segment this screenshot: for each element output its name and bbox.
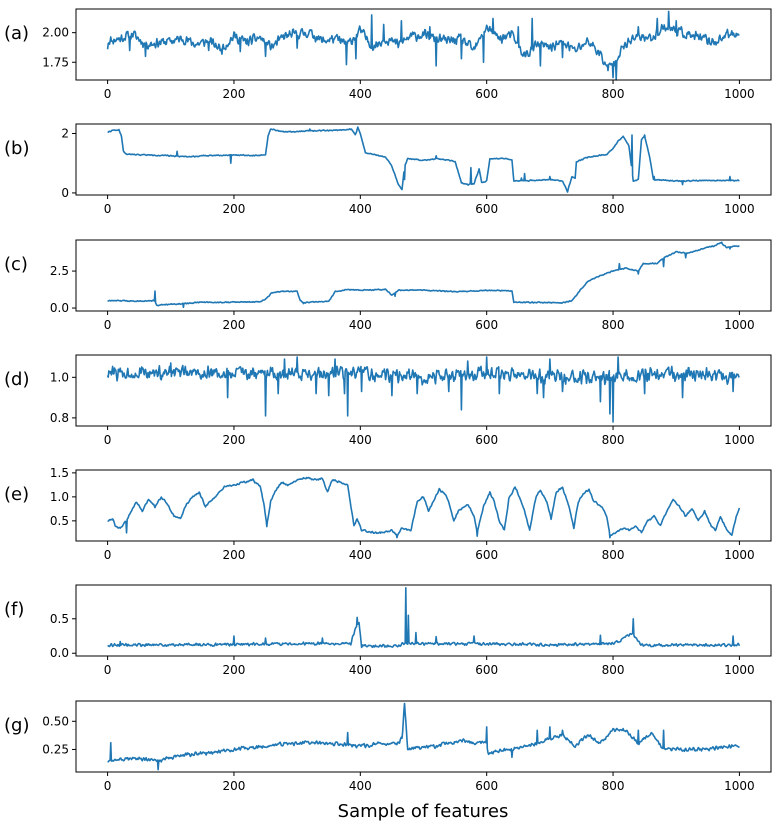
panel-f: 0 200 400 600 800 1000 0.0 0.5 (f) — [4, 584, 772, 677]
x-tick-label: 0 — [104, 87, 112, 101]
x-tick-label: 0 — [104, 318, 112, 332]
y-tick-label: 0.8 — [50, 411, 69, 425]
x-tick-label: 800 — [602, 202, 625, 216]
x-tick-label: 1000 — [724, 779, 755, 793]
x-tick-label: 200 — [223, 663, 246, 677]
x-tick-label: 200 — [223, 779, 246, 793]
y-tick-label: 0.50 — [42, 714, 69, 728]
y-tick-label: 1.5 — [50, 466, 69, 480]
panel-d: 0 200 400 600 800 1000 0.8 1.0 (d) — [4, 354, 772, 447]
y-tick-label: 0.0 — [50, 646, 69, 660]
x-tick-label: 0 — [104, 779, 112, 793]
x-tick-label: 600 — [475, 87, 498, 101]
axes-frame — [75, 354, 772, 427]
panel-label: (e) — [4, 484, 29, 505]
x-tick-label: 1000 — [724, 548, 755, 562]
x-tick-label: 1000 — [724, 202, 755, 216]
y-tick-label: 1.0 — [50, 490, 69, 504]
x-tick-label: 0 — [104, 548, 112, 562]
axes-frame — [75, 8, 772, 81]
y-tick-label: 2.5 — [50, 264, 69, 278]
y-tick-label: 2.00 — [42, 26, 69, 40]
x-tick-label: 1000 — [724, 663, 755, 677]
panel-label: (f) — [4, 599, 24, 620]
panel-e: 0 200 400 600 800 1000 0.5 1.0 1.5 (e) — [4, 466, 772, 562]
x-tick-label: 600 — [475, 663, 498, 677]
panel-label: (d) — [4, 369, 29, 390]
x-axis-label: Sample of features — [338, 801, 509, 822]
x-tick-label: 800 — [602, 87, 625, 101]
series-line — [107, 476, 741, 539]
y-tick-label: 0.0 — [50, 301, 69, 315]
series-line — [106, 10, 740, 81]
axes-frame — [75, 239, 772, 312]
x-tick-label: 0 — [104, 663, 112, 677]
x-tick-label: 200 — [223, 548, 246, 562]
x-tick-label: 800 — [602, 548, 625, 562]
series-line — [107, 241, 740, 309]
x-tick-label: 800 — [602, 318, 625, 332]
series-line — [107, 126, 740, 193]
series-line — [106, 356, 740, 423]
y-tick-label: 0.5 — [50, 612, 69, 626]
panel-label: (b) — [4, 138, 29, 159]
x-tick-label: 600 — [475, 779, 498, 793]
axes-frame — [75, 123, 772, 196]
panel-label: (a) — [4, 23, 29, 44]
x-tick-label: 800 — [602, 663, 625, 677]
axes-frame — [75, 584, 772, 657]
x-tick-label: 1000 — [724, 433, 755, 447]
x-tick-label: 1000 — [724, 87, 755, 101]
x-tick-label: 0 — [104, 202, 112, 216]
panel-g: 0 200 400 600 800 1000 0.25 0.50 (g) — [4, 700, 772, 793]
y-tick-label: 1.75 — [42, 55, 69, 69]
x-tick-label: 0 — [104, 433, 112, 447]
x-tick-label: 400 — [349, 433, 372, 447]
x-tick-label: 800 — [602, 433, 625, 447]
y-tick-label: 0.5 — [50, 514, 69, 528]
panel-c: 0 200 400 600 800 1000 0.0 2.5 (c) — [4, 239, 772, 332]
x-tick-label: 400 — [349, 779, 372, 793]
axes-frame — [75, 469, 772, 542]
x-tick-label: 600 — [475, 318, 498, 332]
x-tick-label: 1000 — [724, 318, 755, 332]
x-tick-label: 800 — [602, 779, 625, 793]
x-tick-label: 400 — [349, 202, 372, 216]
x-tick-label: 400 — [349, 548, 372, 562]
x-tick-label: 400 — [349, 87, 372, 101]
series-line — [107, 702, 740, 771]
y-tick-label: 0 — [61, 186, 69, 200]
axes-frame — [75, 700, 772, 773]
x-tick-label: 200 — [223, 318, 246, 332]
x-tick-label: 200 — [223, 202, 246, 216]
x-tick-label: 400 — [349, 318, 372, 332]
x-tick-label: 600 — [475, 202, 498, 216]
panel-label: (c) — [4, 254, 28, 275]
y-tick-label: 0.25 — [42, 742, 69, 756]
panel-label: (g) — [4, 715, 29, 736]
x-tick-label: 400 — [349, 663, 372, 677]
x-tick-label: 200 — [223, 87, 246, 101]
panel-a: 0 200 400 600 800 1000 1.75 2.00 (a) — [4, 8, 772, 101]
x-tick-label: 200 — [223, 433, 246, 447]
x-tick-label: 600 — [475, 548, 498, 562]
panel-b: 0 200 400 600 800 1000 0 2 (b) — [4, 123, 772, 216]
x-tick-label: 600 — [475, 433, 498, 447]
y-tick-label: 2 — [61, 127, 69, 141]
y-tick-label: 1.0 — [50, 370, 69, 384]
series-line — [107, 586, 741, 649]
